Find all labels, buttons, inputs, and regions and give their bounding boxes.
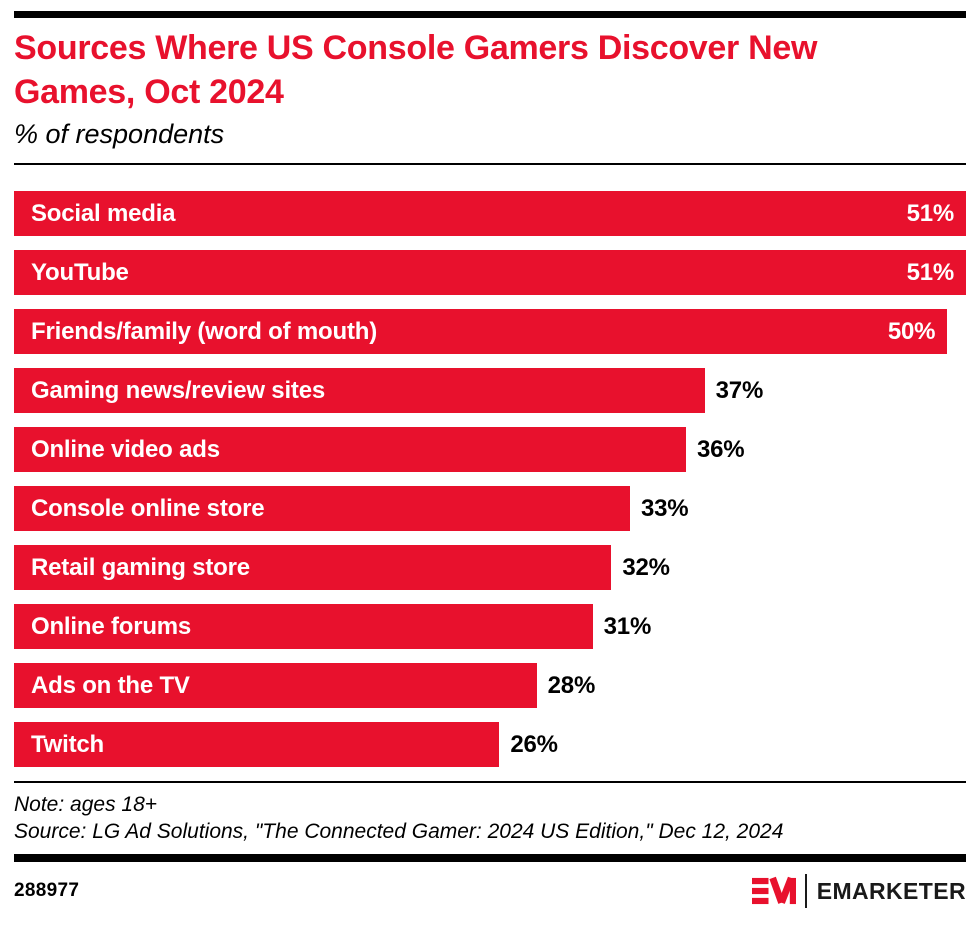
bar-value-label: 26% <box>510 730 558 758</box>
bar-value-label: 33% <box>640 494 689 522</box>
footer-row: 288977 EMARKETER <box>14 872 966 910</box>
bar-row-twitch: Twitch 26% <box>14 722 966 768</box>
top-rule <box>14 11 966 18</box>
bar-value-label: 28% <box>547 671 596 699</box>
bottom-rule <box>14 854 966 863</box>
bar-row-ads-on-the-tv: Ads on the TV 28% <box>14 663 966 709</box>
chart-source: Source: LG Ad Solutions, "The Connected … <box>14 820 784 844</box>
bar-value-label: 32% <box>622 553 670 581</box>
bar-friends-family-word-of-mouth: Friends/family (word of mouth) 50% <box>14 309 948 355</box>
bar-online-forums: Online forums <box>14 604 593 650</box>
chart-title: Sources Where US Console Gamers Discover… <box>14 29 818 111</box>
logo-divider <box>804 874 807 909</box>
bar-category-label: Friends/family (word of mouth) <box>31 317 377 345</box>
bar-category-label: Gaming news/review sites <box>31 376 325 404</box>
chart-note: Note: ages 18+ <box>14 793 158 817</box>
bar-social-media: Social media 51% <box>14 191 966 237</box>
em-monogram-icon <box>751 876 796 905</box>
bar-youtube: YouTube 51% <box>14 250 966 296</box>
bar-category-label: YouTube <box>31 258 129 286</box>
emarketer-wordmark: EMARKETER <box>816 877 966 904</box>
bar-retail-gaming-store: Retail gaming store <box>14 545 612 591</box>
chart-subtitle: % of respondents <box>14 119 225 150</box>
chart-id: 288977 <box>14 880 80 902</box>
bar-category-label: Social media <box>31 199 176 227</box>
bar-row-retail-gaming-store: Retail gaming store 32% <box>14 545 966 591</box>
bar-row-social-media: Social media 51% <box>14 191 966 237</box>
bar-value-label: 36% <box>697 435 745 463</box>
bar-row-friends-family-word-of-mouth: Friends/family (word of mouth) 50% <box>14 309 966 355</box>
footer-divider <box>14 781 966 784</box>
bar-value-label: 31% <box>603 612 652 640</box>
bar-ads-on-the-tv: Ads on the TV <box>14 663 537 709</box>
bar-value-label: 51% <box>906 258 955 286</box>
bar-online-video-ads: Online video ads <box>14 427 686 473</box>
bar-chart: Social media 51% YouTube 51% Friends/family … <box>14 191 966 768</box>
bar-value-label: 50% <box>887 317 936 345</box>
bar-console-online-store: Console online store <box>14 486 630 532</box>
bar-row-console-online-store: Console online store 33% <box>14 486 966 532</box>
bar-row-online-forums: Online forums 31% <box>14 604 966 650</box>
bar-category-label: Twitch <box>31 730 105 758</box>
bar-category-label: Online forums <box>31 612 192 640</box>
bar-twitch: Twitch <box>14 722 500 768</box>
emarketer-logo: EMARKETER <box>751 872 966 910</box>
bar-category-label: Online video ads <box>31 435 220 463</box>
chart-page: Sources Where US Console Gamers Discover… <box>0 11 980 910</box>
bar-category-label: Console online store <box>31 494 265 522</box>
bar-gaming-news-review-sites: Gaming news/review sites <box>14 368 705 414</box>
bar-category-label: Ads on the TV <box>31 671 190 699</box>
bar-value-label: 51% <box>906 199 955 227</box>
bar-row-youtube: YouTube 51% <box>14 250 966 296</box>
bar-value-label: 37% <box>715 376 764 404</box>
bar-row-gaming-news-review-sites: Gaming news/review sites 37% <box>14 368 966 414</box>
bar-row-online-video-ads: Online video ads 36% <box>14 427 966 473</box>
bar-category-label: Retail gaming store <box>31 553 250 581</box>
header-divider <box>14 163 966 166</box>
